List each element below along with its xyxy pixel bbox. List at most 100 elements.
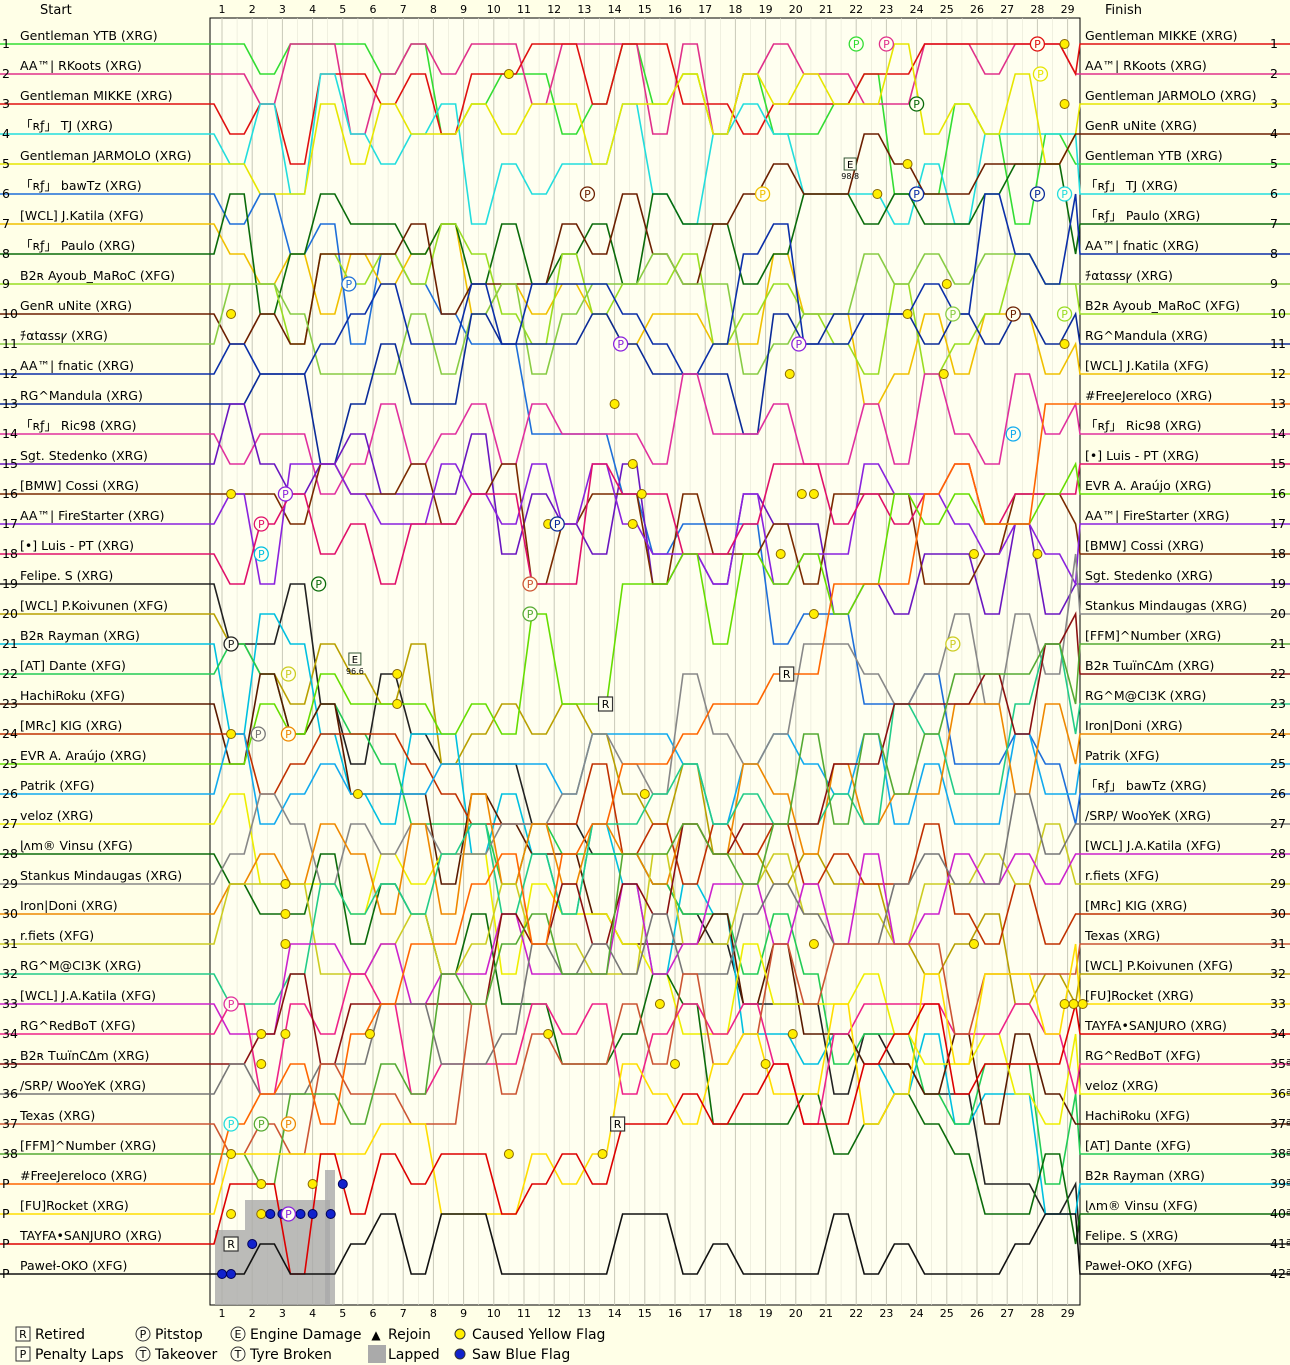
driver-line	[0, 611, 1290, 1065]
start-driver-label: Texas (XRG)	[19, 1108, 95, 1123]
pitstop-circle	[908, 96, 925, 112]
driver-line	[0, 43, 1290, 225]
start-driver-label: [MRc] KIG (XRG)	[20, 718, 122, 733]
start-position: 20	[2, 606, 18, 621]
start-driver-label: RG^RedBoT (XFG)	[20, 1018, 136, 1033]
finish-driver-label: AA™| FireStarter (XRG)	[1085, 508, 1229, 523]
start-position: 5	[2, 156, 10, 171]
caused-yellow-flag-marker	[796, 489, 807, 499]
driver-line	[0, 73, 1290, 225]
pitstop-letter: P	[1010, 308, 1017, 321]
finish-driver-label: Iron|Doni (XRG)	[1085, 718, 1183, 733]
driver-line	[0, 1213, 1290, 1275]
finish-driver-label: AA™| fnatic (XRG)	[1085, 238, 1199, 253]
pitstop-marker: P	[908, 186, 925, 202]
lap-number: 19	[759, 3, 773, 16]
start-driver-label: TAYFA•SANJURO (XRG)	[19, 1228, 162, 1243]
legend-item: P Penalty Laps	[15, 1346, 124, 1363]
finish-position: 1	[1270, 36, 1278, 51]
start-position: 37	[2, 1116, 18, 1131]
saw-blue-flag-marker	[307, 1209, 318, 1219]
lap-number: 18	[728, 1307, 742, 1320]
driver-line	[0, 373, 1290, 495]
lap-gridlines	[221, 18, 1069, 1305]
retired-marker: R	[223, 1236, 239, 1252]
caused-yellow-flag-marker	[226, 309, 237, 319]
caused-yellow-flag-marker	[808, 489, 819, 499]
caused-yellow-flag-marker	[280, 939, 291, 949]
start-driver-label: RG^M@CI3K (XRG)	[20, 958, 141, 973]
lap-number: 17	[698, 1307, 712, 1320]
pitstop-letter: P	[258, 548, 265, 561]
caused-yellow-flag-marker	[670, 1059, 680, 1069]
finish-driver-label: B2ʀ Rayman (XRG)	[1085, 1168, 1205, 1183]
caused-yellow-flag-marker	[627, 519, 638, 529]
start-driver-label: /SRP/ WooYeK (XRG)	[20, 1078, 146, 1093]
legend-label: Saw Blue Flag	[472, 1347, 570, 1363]
lap-number: 16	[668, 3, 682, 16]
lap-number: 21	[819, 3, 833, 16]
finish-driver-label: RG^M@CI3K (XRG)	[1085, 688, 1206, 703]
saw-blue-flag-marker	[337, 1179, 348, 1189]
pitstop-letter: P	[1034, 38, 1041, 51]
driver-line	[0, 973, 1290, 1125]
pitstop-circle	[754, 186, 771, 202]
finish-position: 2	[1270, 66, 1278, 81]
legend-item: T Tyre Broken	[230, 1346, 332, 1363]
pitstop-marker: P	[310, 576, 327, 592]
finish-position: 5	[1270, 156, 1278, 171]
pitstop-marker: P	[280, 1116, 297, 1132]
lap-number: 20	[789, 1307, 803, 1320]
start-driver-label: Gentleman MIKKE (XRG)	[20, 88, 173, 103]
start-position: 38	[2, 1146, 18, 1161]
pitstop-letter: P	[1034, 188, 1041, 201]
caused-yellow-flag-marker	[280, 1029, 291, 1039]
legend-label: Penalty Laps	[35, 1347, 124, 1363]
start-driver-label: ﾁαtαssꝩ (XRG)	[20, 328, 108, 343]
lap-number: 20	[789, 3, 803, 16]
start-position: 14	[2, 426, 18, 441]
start-position: 11	[2, 336, 18, 351]
finish-position: 27	[1270, 816, 1286, 831]
saw-blue-flag-marker	[247, 1239, 258, 1249]
finish-position: 40ª	[1270, 1206, 1290, 1221]
finish-driver-label: 「ʀƒ」 bawTz (XRG)	[1085, 778, 1207, 793]
pitstop-circle	[612, 336, 629, 352]
lap-number: 14	[608, 1307, 622, 1320]
start-position: 13	[2, 396, 18, 411]
caused-yellow-flag-marker	[872, 189, 883, 199]
legend-circle	[230, 1326, 246, 1342]
finish-driver-label: [FFM]^Number (XRG)	[1085, 628, 1221, 643]
legend-letter: T	[139, 1348, 147, 1361]
caused-yellow-flag-marker	[280, 879, 291, 889]
saw-blue-flag-marker	[226, 1269, 237, 1279]
pitstop-circle	[945, 636, 961, 652]
legend: R Retired P Pitstop E Engine Damage ▲ Rejoin Cau…	[15, 1326, 605, 1363]
lap-number: 7	[400, 1307, 407, 1320]
finish-position: 25	[1270, 756, 1286, 771]
lap-number: 2	[249, 3, 256, 16]
pitstop-marker: P	[253, 1116, 269, 1132]
pitstop-letter: P	[853, 38, 860, 51]
caused-yellow-flag-marker	[503, 1149, 514, 1159]
pitstop-marker: P	[223, 996, 239, 1012]
legend-triangle: ▲	[371, 1328, 381, 1342]
lap-number: 25	[940, 3, 954, 16]
pitstop-letter: P	[883, 38, 890, 51]
caused-yellow-flag-marker	[364, 1029, 375, 1039]
finish-position: 29	[1270, 876, 1286, 891]
lap-number: 22	[849, 3, 863, 16]
lap-number: 12	[547, 1307, 561, 1320]
pitstop-marker: P	[280, 726, 297, 742]
pitstop-circle	[223, 636, 239, 652]
start-position: 19	[2, 576, 18, 591]
start-driver-label: Paweł-OKO (XFG)	[20, 1258, 127, 1273]
caused-yellow-flag-marker	[226, 489, 237, 499]
start-driver-label: Iron|Doni (XRG)	[20, 898, 118, 913]
start-position: 34	[2, 1026, 18, 1041]
pitstop-marker: P	[277, 486, 294, 502]
header-finish: Finish	[1105, 3, 1142, 18]
pitstop-marker: P	[1029, 186, 1046, 202]
caused-yellow-flag-marker	[1068, 999, 1079, 1009]
